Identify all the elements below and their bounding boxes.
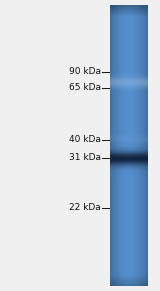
Text: 65 kDa: 65 kDa bbox=[69, 84, 101, 93]
Text: 90 kDa: 90 kDa bbox=[69, 68, 101, 77]
Text: 22 kDa: 22 kDa bbox=[69, 203, 101, 212]
Text: 31 kDa: 31 kDa bbox=[69, 153, 101, 162]
Text: 40 kDa: 40 kDa bbox=[69, 136, 101, 145]
